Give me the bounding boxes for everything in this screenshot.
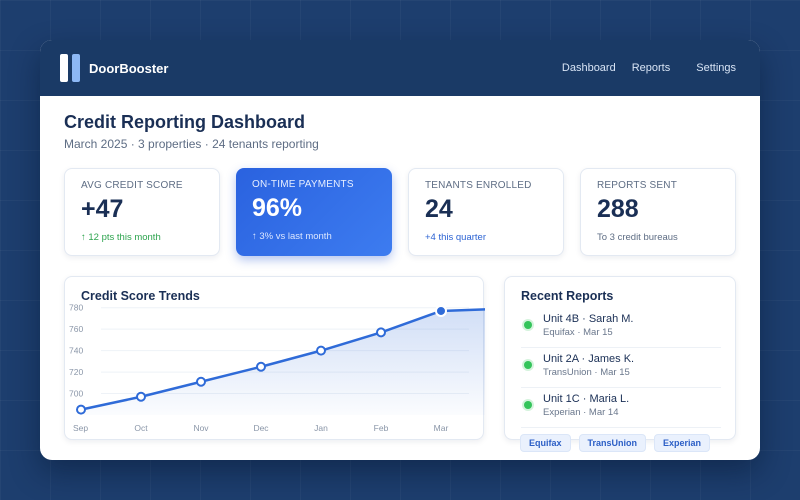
x-tick-label: Nov [193, 423, 209, 433]
main-nav: Dashboard Reports Settings [562, 40, 736, 96]
bureau-chip-equifax[interactable]: Equifax [520, 434, 571, 452]
data-point [196, 376, 206, 387]
recent-reports-panel: Recent Reports Unit 4B · Sarah M. Equifa… [504, 276, 736, 440]
logo-bar-white [60, 54, 68, 82]
data-point [376, 327, 386, 338]
report-item[interactable]: Unit 2A · James K. TransUnion · Mar 15 [521, 353, 721, 393]
y-tick-label: 720 [69, 367, 83, 377]
x-tick-label: Sep [73, 423, 88, 433]
trend-line [80, 308, 485, 411]
bureau-chips: Equifax TransUnion Experian [520, 434, 711, 452]
stat-card-on-time-payments: ON-TIME PAYMENTS 96% ↑ 3% vs last month [236, 168, 392, 256]
x-tick-label: Feb [374, 423, 389, 433]
credit-score-trends-panel: 700 720 740 760 780 Sep Oct Nov Dec Jan Feb Mar Cre… [64, 276, 485, 440]
page-title: Credit Reporting Dashboard [64, 112, 306, 132]
page-subtitle: March 2025 · 3 properties · 24 tenants r… [64, 137, 319, 151]
x-tick-label: Jan [314, 423, 328, 433]
x-tick-label: Dec [253, 423, 269, 433]
stat-label: TENANTS ENROLLED [425, 180, 532, 191]
data-point [136, 391, 146, 402]
y-tick-label: 740 [69, 346, 83, 356]
bureau-chip-experian[interactable]: Experian [654, 434, 711, 452]
stat-value: +47 [81, 195, 124, 223]
stat-note: To 3 credit bureaus [597, 232, 678, 243]
stat-value: 96% [252, 194, 303, 222]
report-meta: Equifax · Mar 15 [543, 327, 613, 338]
stat-card-reports-sent: REPORTS SENT 288 To 3 credit bureaus [580, 168, 736, 256]
nav-reports[interactable]: Reports [631, 62, 671, 74]
y-tick-label: 700 [69, 389, 83, 399]
status-dot-icon [524, 361, 532, 369]
doorbooster-logo-icon [60, 54, 80, 82]
nav-settings[interactable]: Settings [696, 62, 736, 74]
stat-card-avg-credit-score: AVG CREDIT SCORE +47 ↑ 12 pts this month [64, 168, 220, 256]
report-item[interactable]: Unit 1C · Maria L. Experian · Mar 14 [521, 393, 721, 433]
stat-change: ↑ 3% vs last month [252, 231, 332, 242]
credit-score-trend-chart: 700 720 740 760 780 Sep Oct Nov Dec Jan Feb Mar [69, 303, 485, 433]
y-tick-label: 760 [69, 324, 83, 334]
highlighted-data-point [435, 304, 447, 317]
recent-reports-title: Recent Reports [521, 289, 614, 303]
data-point [76, 404, 86, 415]
report-meta: Experian · Mar 14 [543, 407, 619, 418]
stat-card-tenants-enrolled: TENANTS ENROLLED 24 +4 this quarter [408, 168, 564, 256]
stat-label: REPORTS SENT [597, 180, 678, 191]
stat-change: +4 this quarter [425, 232, 486, 243]
brand-name: DoorBooster [89, 60, 169, 76]
data-point [316, 345, 326, 356]
stat-label: AVG CREDIT SCORE [81, 180, 183, 191]
divider [521, 427, 721, 428]
stat-value: 24 [425, 195, 453, 223]
report-meta: TransUnion · Mar 15 [543, 367, 630, 378]
stat-change: ↑ 12 pts this month [81, 232, 161, 243]
report-tenant: Unit 4B · Sarah M. [543, 313, 634, 325]
stat-value: 288 [597, 195, 639, 223]
y-tick-label: 780 [69, 303, 83, 313]
bureau-chip-transunion[interactable]: TransUnion [578, 434, 647, 452]
x-tick-label: Mar [434, 423, 449, 433]
divider [521, 387, 721, 388]
divider [521, 347, 721, 348]
data-point [256, 361, 266, 372]
logo-bar-blue [72, 54, 80, 82]
nav-dashboard[interactable]: Dashboard [561, 62, 616, 74]
stat-label: ON-TIME PAYMENTS [252, 179, 354, 190]
x-tick-label: Oct [134, 423, 148, 433]
chart-title: Credit Score Trends [81, 289, 200, 303]
report-item[interactable]: Unit 4B · Sarah M. Equifax · Mar 15 [521, 313, 721, 353]
app-window: DoorBooster Dashboard Reports Settings C… [40, 40, 760, 460]
report-tenant: Unit 1C · Maria L. [543, 393, 630, 405]
top-bar: DoorBooster Dashboard Reports Settings [40, 40, 760, 96]
status-dot-icon [524, 401, 532, 409]
report-tenant: Unit 2A · James K. [543, 353, 635, 365]
status-dot-icon [524, 321, 532, 329]
